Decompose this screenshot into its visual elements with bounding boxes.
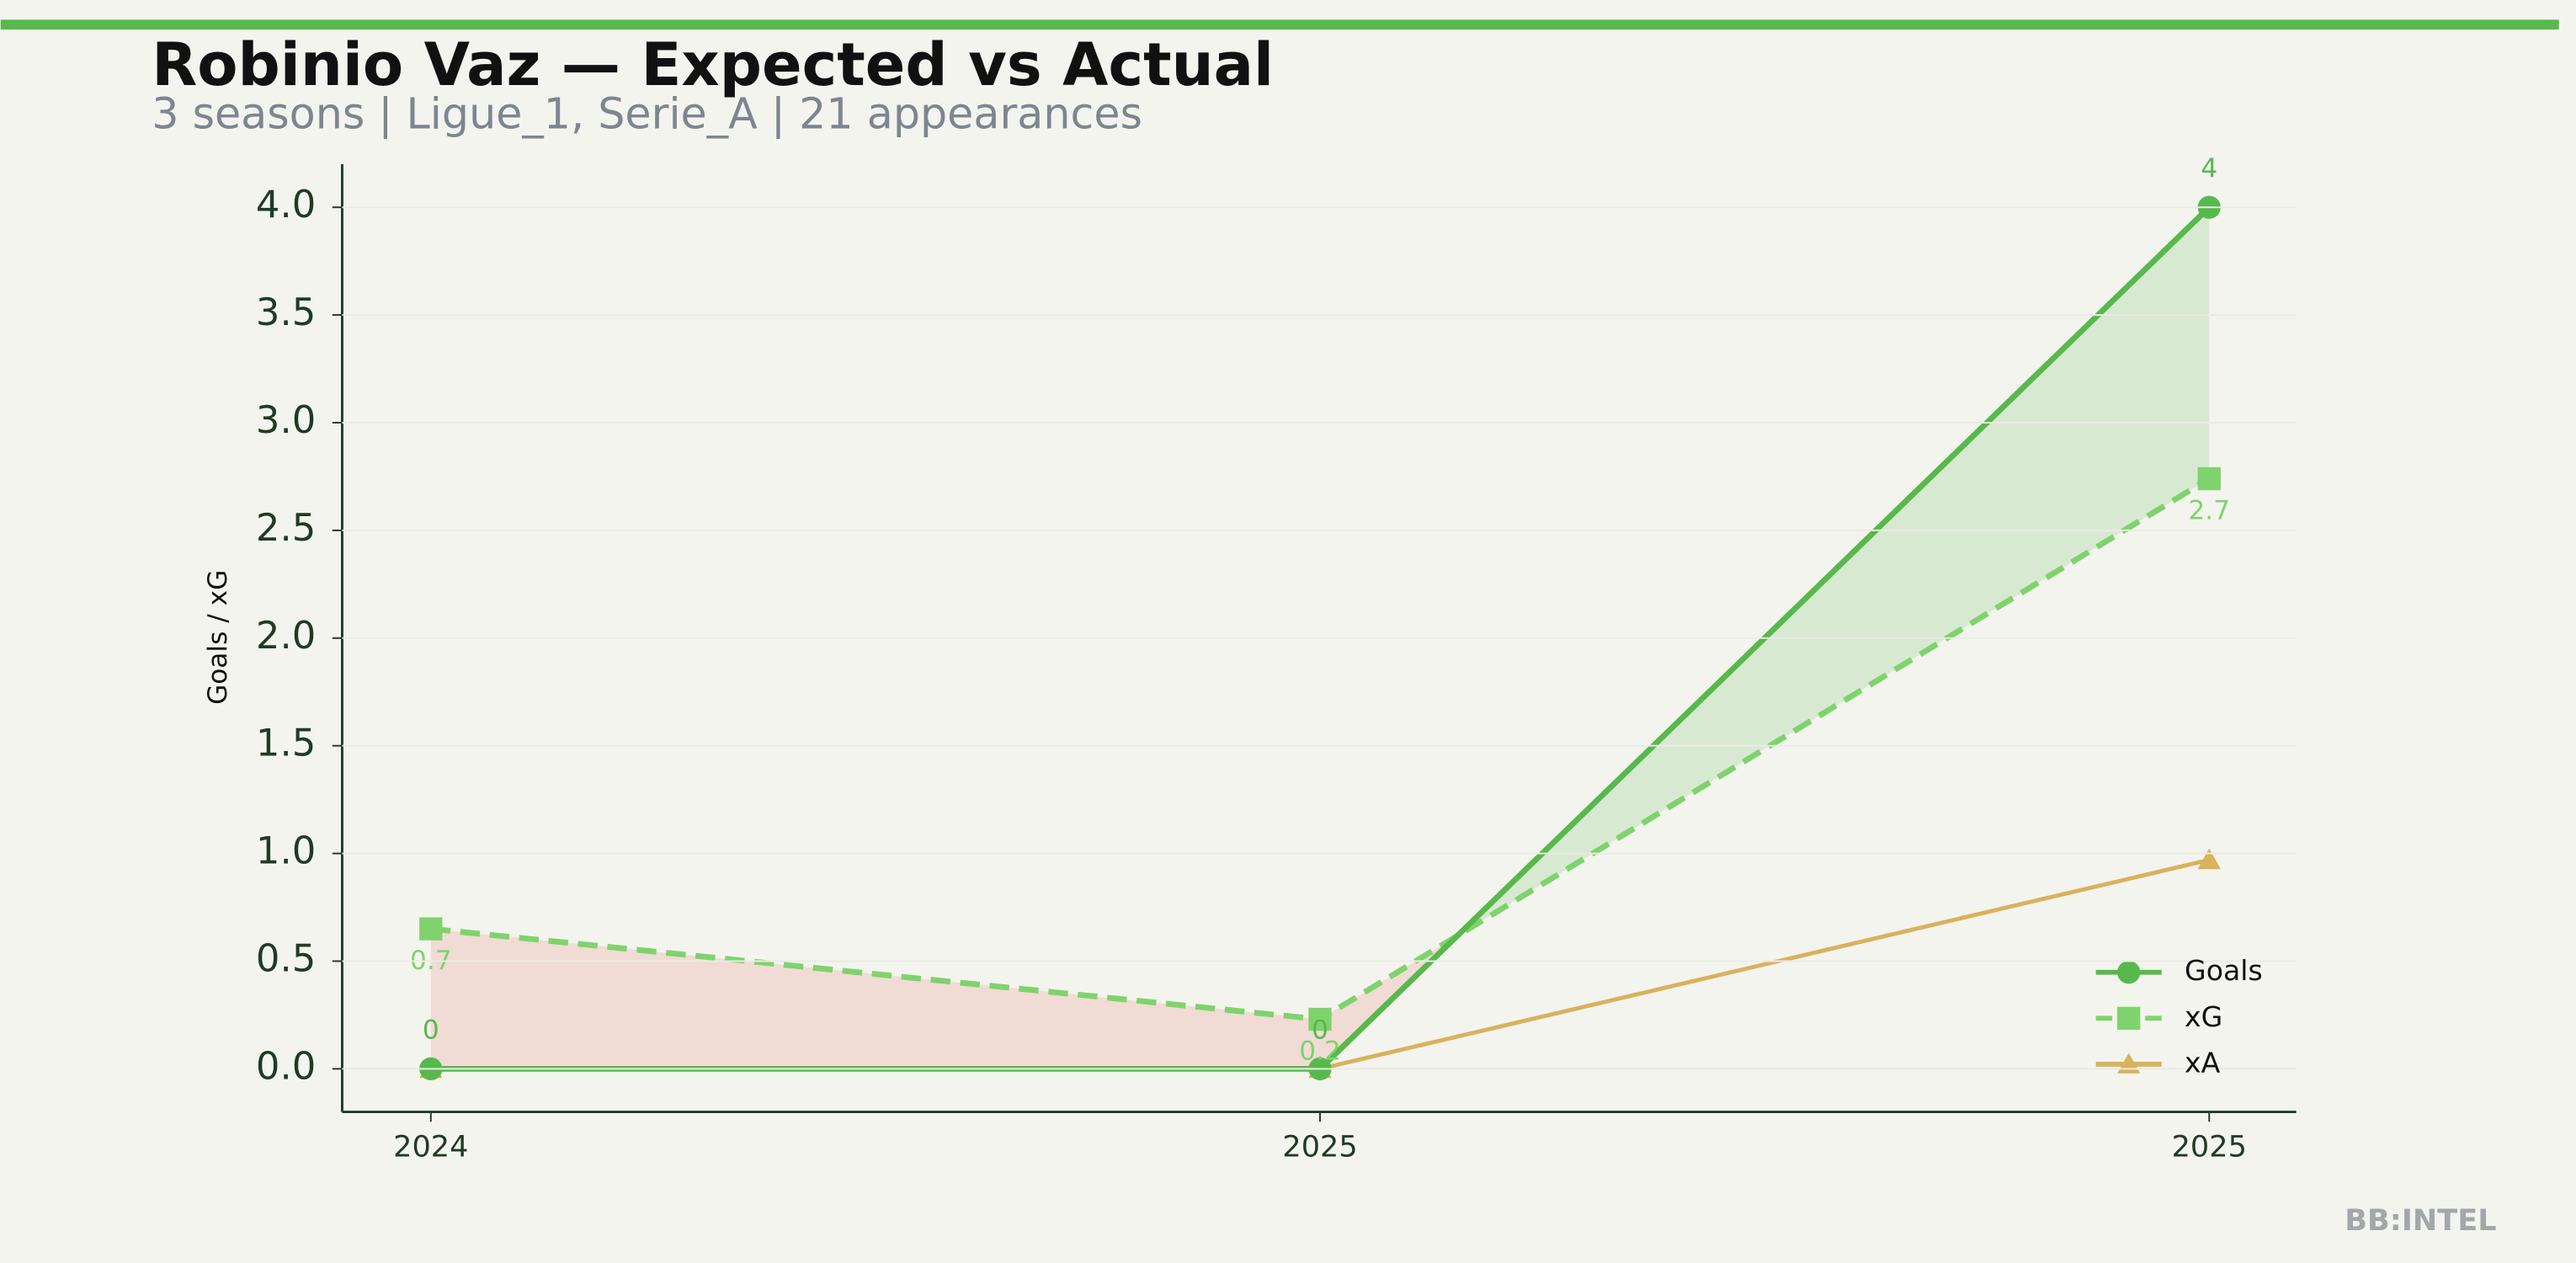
- chart-title: Robinio Vaz — Expected vs Actual: [152, 30, 1274, 99]
- y-tick-label: 4.0: [256, 182, 316, 226]
- y-tick-label: 2.5: [256, 505, 316, 550]
- fill-area: [430, 929, 1321, 1069]
- data-label: 2.7: [2188, 496, 2230, 526]
- y-tick-label: 3.0: [256, 397, 316, 442]
- y-tick-label: 1.0: [256, 829, 316, 873]
- y-tick-label: 1.5: [256, 721, 316, 765]
- y-tick-label: 0.5: [256, 935, 316, 980]
- x-tick-label: 2025: [2172, 1129, 2247, 1164]
- chart-subtitle: 3 seasons | Ligue_1, Serie_A | 21 appear…: [152, 88, 1142, 139]
- y-axis-label: Goals / xG: [203, 570, 233, 705]
- legend-label: Goals: [2185, 954, 2263, 987]
- data-label: 0: [423, 1015, 439, 1046]
- data-label: 4: [2201, 153, 2217, 184]
- y-tick-label: 0.0: [256, 1043, 316, 1088]
- top-bar: [0, 19, 2559, 30]
- x-tick-label: 2025: [1282, 1129, 1357, 1164]
- x-tick-label: 2024: [393, 1129, 468, 1164]
- data-label: 0: [1312, 1015, 1328, 1046]
- legend-label: xG: [2185, 1000, 2222, 1033]
- marker: [1308, 1007, 1332, 1031]
- marker: [419, 917, 443, 941]
- watermark: BB:INTEL: [2344, 1203, 2496, 1238]
- data-label: 0.2: [1299, 1037, 1341, 1067]
- marker: [2197, 848, 2221, 870]
- legend-label: xA: [2185, 1046, 2221, 1079]
- y-tick-label: 2.0: [256, 613, 316, 658]
- y-tick-label: 3.5: [256, 290, 316, 334]
- marker: [2197, 466, 2221, 491]
